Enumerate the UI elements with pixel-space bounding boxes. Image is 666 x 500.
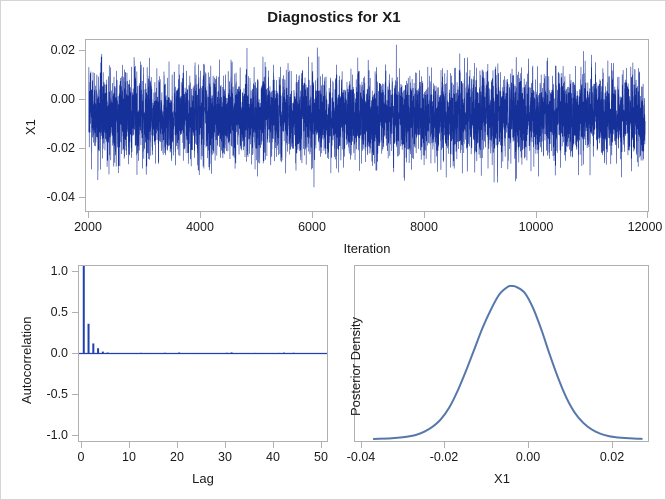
density-plot-frame — [354, 265, 649, 442]
trace-ytick-label: -0.04 — [46, 190, 76, 204]
trace-xtick-mark — [424, 212, 425, 218]
trace-xaxis-title: Iteration — [343, 241, 391, 256]
trace-xtick-label: 8000 — [410, 220, 438, 234]
trace-xtick-label: 4000 — [186, 220, 214, 234]
trace-yaxis-title: X1 — [23, 119, 38, 135]
acf-xtick-label: 20 — [170, 450, 184, 464]
density-xtick-mark — [528, 442, 529, 448]
density-xtick-label: 0.00 — [515, 450, 541, 464]
acf-ytick-mark — [72, 435, 78, 436]
trace-ytick-label: -0.02 — [46, 141, 76, 155]
acf-xtick-label: 40 — [266, 450, 280, 464]
acf-ytick-label: 0.5 — [50, 305, 68, 319]
acf-ytick-label: 0.0 — [50, 346, 68, 360]
density-plot-canvas — [372, 284, 643, 440]
trace-ytick-mark — [79, 197, 85, 198]
acf-xtick-label: 50 — [314, 450, 328, 464]
density-xtick-mark — [612, 442, 613, 448]
density-xtick-label: -0.04 — [346, 450, 376, 464]
acf-xtick-label: 0 — [77, 450, 85, 464]
trace-xtick-mark — [312, 212, 313, 218]
acf-xtick-mark — [321, 442, 322, 448]
acf-ytick-mark — [72, 312, 78, 313]
trace-ytick-mark — [79, 50, 85, 51]
trace-xtick-mark — [88, 212, 89, 218]
acf-xaxis-title: Lag — [192, 471, 214, 486]
acf-xtick-mark — [81, 442, 82, 448]
acf-xtick-mark — [225, 442, 226, 448]
trace-xtick-label: 6000 — [298, 220, 326, 234]
acf-plot-canvas — [79, 266, 327, 355]
acf-ytick-mark — [72, 394, 78, 395]
density-xtick-label: 0.02 — [599, 450, 625, 464]
density-xtick-mark — [361, 442, 362, 448]
density-xtick-label: -0.02 — [429, 450, 459, 464]
trace-ytick-mark — [79, 148, 85, 149]
trace-xtick-label: 10000 — [518, 220, 554, 234]
trace-ytick-mark — [79, 99, 85, 100]
density-xtick-mark — [444, 442, 445, 448]
acf-xtick-label: 10 — [122, 450, 136, 464]
trace-xtick-label: 2000 — [74, 220, 102, 234]
trace-xtick-mark — [647, 212, 648, 218]
trace-plot-canvas — [88, 44, 646, 188]
trace-xtick-mark — [200, 212, 201, 218]
acf-ytick-label: -0.5 — [46, 387, 68, 401]
acf-xtick-mark — [273, 442, 274, 448]
posterior-density-panel: -0.04 -0.02 0.00 0.02 X1 Posterior Densi… — [334, 251, 665, 499]
acf-xtick-label: 30 — [218, 450, 232, 464]
acf-ytick-mark — [72, 353, 78, 354]
density-xaxis-title: X1 — [494, 471, 510, 486]
trace-xtick-label: 12000 — [627, 220, 663, 234]
acf-xtick-mark — [177, 442, 178, 448]
page-title: Diagnostics for X1 — [267, 9, 401, 26]
trace-ytick-label: 0.02 — [50, 43, 75, 57]
trace-xtick-mark — [536, 212, 537, 218]
acf-xtick-mark — [129, 442, 130, 448]
trace-panel: 0.02 0.00 -0.02 -0.04 2000 4000 6000 800… — [1, 1, 665, 256]
acf-ytick-mark — [72, 271, 78, 272]
autocorrelation-panel: 1.0 0.5 0.0 -0.5 -1.0 0 10 20 30 40 50 L… — [1, 251, 334, 499]
acf-ytick-label: 1.0 — [50, 264, 68, 278]
trace-ytick-label: 0.00 — [50, 92, 75, 106]
density-yaxis-title: Posterior Density — [348, 317, 363, 416]
acf-yaxis-title: Autocorrelation — [19, 316, 34, 404]
acf-ytick-label: -1.0 — [46, 428, 68, 442]
